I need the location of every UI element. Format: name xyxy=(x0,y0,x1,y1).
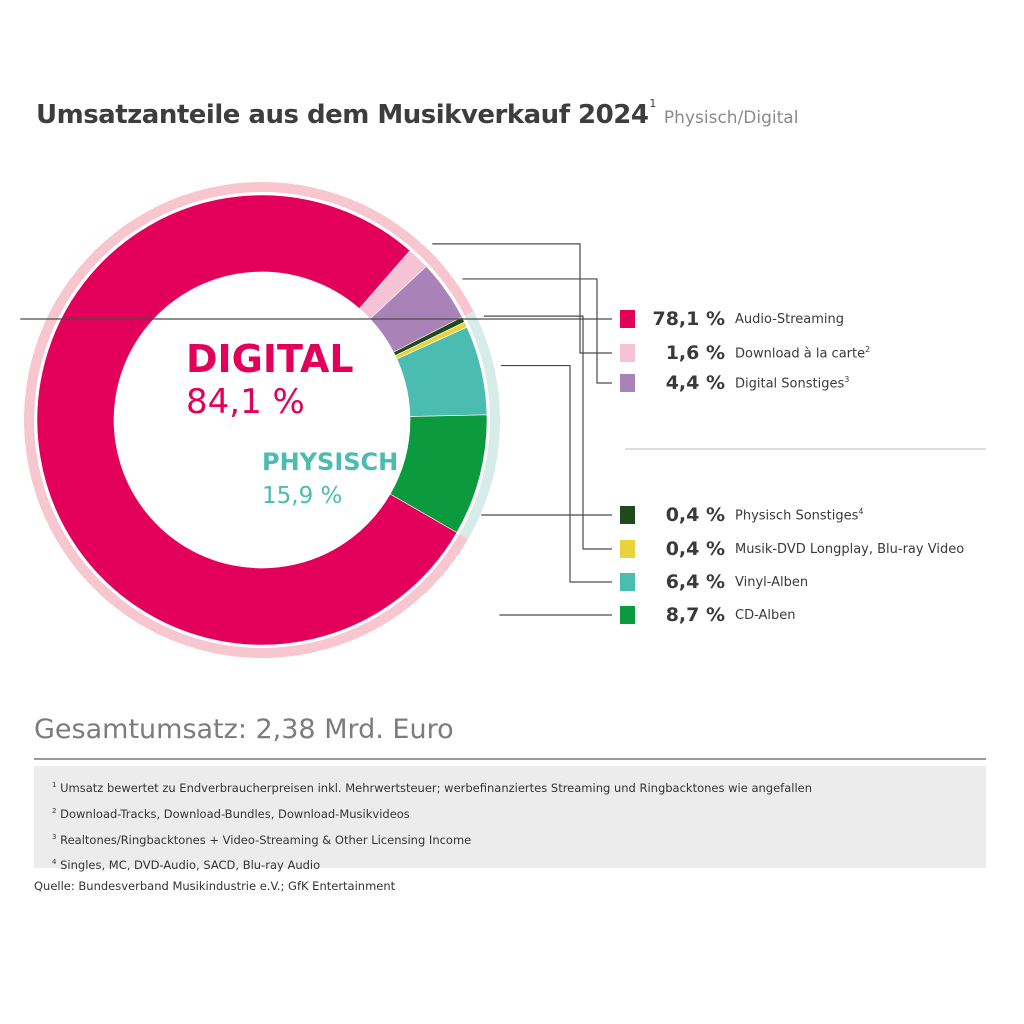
leader-line xyxy=(432,243,612,354)
donut-chart: DIGITAL 84,1 % PHYSISCH 15,9 % xyxy=(20,181,986,659)
legend-item: 0,4 % Musik-DVD Longplay, Blu-ray Video xyxy=(620,538,964,560)
legend-swatch xyxy=(620,540,635,558)
footnote: 4 Singles, MC, DVD-Audio, SACD, Blu-ray … xyxy=(52,858,321,873)
chart-subtitle: Physisch/Digital xyxy=(663,108,799,128)
legend-item: 8,7 % CD-Alben xyxy=(620,604,796,626)
physisch-label: PHYSISCH xyxy=(262,448,398,476)
legend-value: 8,7 % xyxy=(665,604,725,626)
legend-item: 1,6 % Download à la carte2 xyxy=(620,342,870,364)
legend-label: Digital Sonstiges3 xyxy=(735,374,850,392)
leader-line xyxy=(483,315,612,550)
legend-label: Download à la carte2 xyxy=(735,344,871,362)
legend-swatch xyxy=(620,374,635,392)
leader-line xyxy=(462,278,612,384)
footnote: 2 Download-Tracks, Download-Bundles, Dow… xyxy=(52,806,410,821)
group-ring-physisch xyxy=(459,311,500,539)
leader-lines xyxy=(20,243,612,616)
total-revenue: Gesamtumsatz: 2,38 Mrd. Euro xyxy=(34,714,454,745)
leader-line xyxy=(500,364,612,583)
slice-audio-streaming xyxy=(36,194,458,646)
legend-item: 78,1 % Audio-Streaming xyxy=(620,308,844,330)
legend-value: 1,6 % xyxy=(665,342,725,364)
digital-value: 84,1 % xyxy=(186,382,305,422)
legend-value: 0,4 % xyxy=(665,538,725,560)
footnote: 1 Umsatz bewertet zu Endverbraucherpreis… xyxy=(52,780,813,795)
legend-swatch xyxy=(620,344,635,362)
title-footnote-marker: 1 xyxy=(649,97,656,111)
legend-swatch xyxy=(620,606,635,624)
legend-value: 6,4 % xyxy=(665,571,725,593)
legend-value: 78,1 % xyxy=(652,308,725,330)
group-rings xyxy=(24,181,500,659)
legend-swatch xyxy=(620,573,635,591)
legend-value: 4,4 % xyxy=(665,372,725,394)
legend-value: 0,4 % xyxy=(665,504,725,526)
legend-label: Physisch Sonstiges4 xyxy=(735,506,864,524)
legend-item: 4,4 % Digital Sonstiges3 xyxy=(620,372,849,394)
footnote: 3 Realtones/Ringbacktones + Video-Stream… xyxy=(52,832,472,847)
legend-item: 6,4 % Vinyl-Alben xyxy=(620,571,808,593)
legend-label: Audio-Streaming xyxy=(735,311,845,327)
legend-label: CD-Alben xyxy=(735,607,796,623)
legend-swatch xyxy=(620,506,635,524)
slice-cd-alben xyxy=(389,414,488,533)
chart-title: Umsatzanteile aus dem Musikverkauf 20241 xyxy=(36,97,656,130)
chart-header: Umsatzanteile aus dem Musikverkauf 20241… xyxy=(36,97,799,130)
physisch-value: 15,9 % xyxy=(262,483,342,509)
legend-label: Vinyl-Alben xyxy=(735,574,809,590)
legend-label: Musik-DVD Longplay, Blu-ray Video xyxy=(735,541,965,557)
digital-label: DIGITAL xyxy=(186,337,354,381)
footnotes-box: 1 Umsatz bewertet zu Endverbraucherpreis… xyxy=(34,766,986,872)
legend-swatch xyxy=(620,310,635,328)
legend-item: 0,4 % Physisch Sonstiges4 xyxy=(620,504,864,526)
source-note: Quelle: Bundesverband Musikindustrie e.V… xyxy=(34,879,396,893)
total-divider xyxy=(34,758,986,760)
